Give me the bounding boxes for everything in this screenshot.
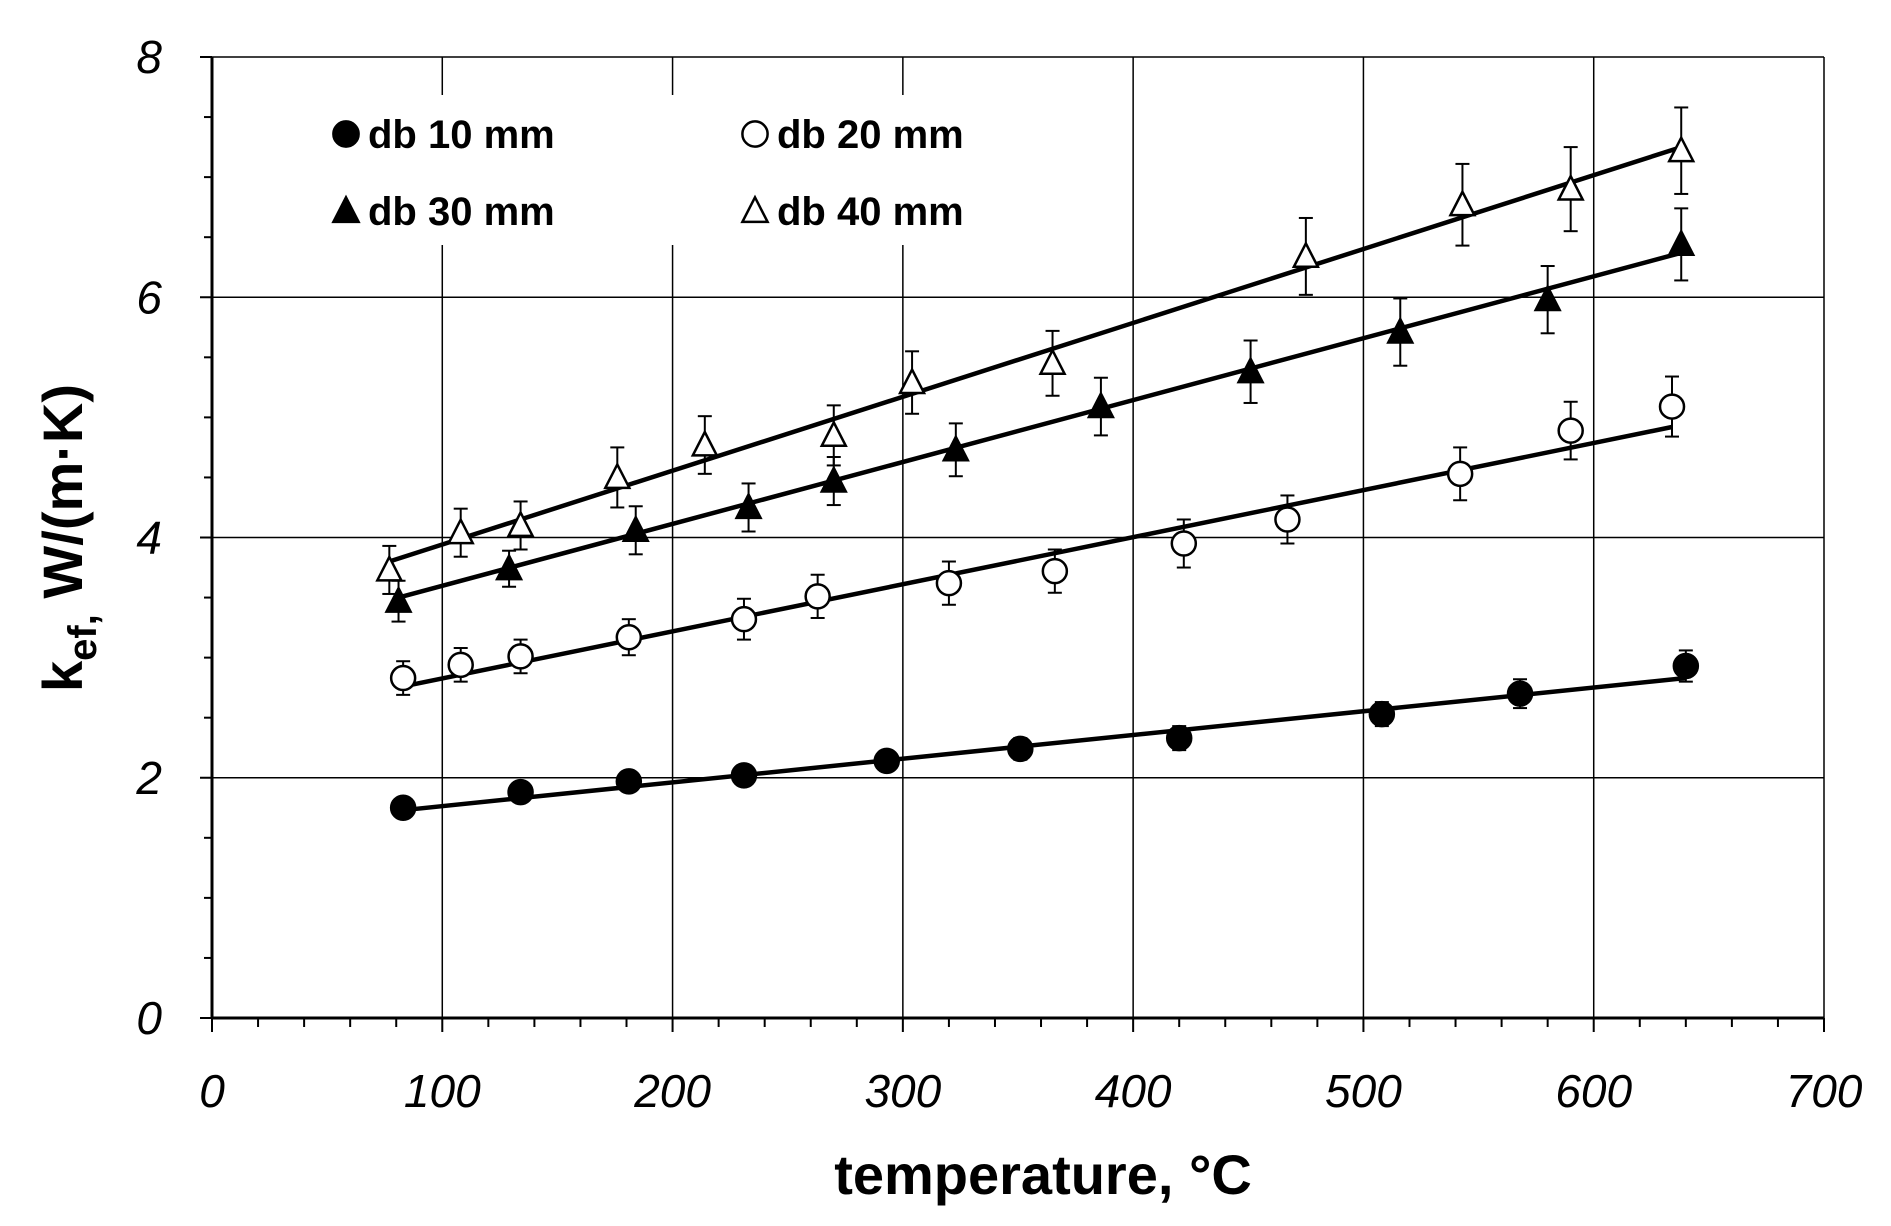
- point-db-40-mm: [690, 429, 719, 457]
- fit-line-db-20-mm: [402, 424, 1673, 689]
- point-db-10-mm: [1506, 680, 1534, 707]
- x-axis-title: temperature, °C: [834, 1143, 1252, 1206]
- point-db-40-mm: [1556, 173, 1585, 201]
- y-axis-title-main: k: [31, 660, 94, 692]
- point-db-20-mm: [730, 605, 758, 633]
- x-tick-labels: 0 100 200 300 400 500 600 700: [199, 1065, 1863, 1117]
- x-tick-label: 500: [1325, 1065, 1402, 1117]
- point-db-20-mm: [447, 651, 474, 679]
- y-tick-label: 8: [136, 31, 162, 83]
- x-tick-label: 300: [864, 1065, 941, 1117]
- fit-lines: [388, 144, 1687, 813]
- point-db-10-mm: [507, 778, 534, 806]
- point-db-10-mm: [615, 768, 643, 795]
- point-db-30-mm: [1386, 316, 1415, 344]
- x-tick-label: 400: [1095, 1065, 1172, 1117]
- point-db-30-mm: [1667, 228, 1696, 257]
- point-db-10-mm: [1368, 700, 1396, 728]
- point-db-30-mm: [1236, 355, 1265, 384]
- point-db-40-mm: [819, 419, 848, 448]
- point-db-30-mm: [621, 514, 650, 542]
- point-db-30-mm: [1086, 390, 1115, 419]
- axes: [200, 56, 1825, 1032]
- legend-label-db-30-mm: db 30 mm: [368, 190, 555, 234]
- y-axis-title-unit: W/(m·K): [31, 384, 94, 614]
- point-db-40-mm: [506, 509, 535, 538]
- point-db-40-mm: [1448, 189, 1477, 217]
- x-tick-label: 100: [404, 1065, 481, 1117]
- point-db-30-mm: [941, 434, 970, 462]
- point-db-10-mm: [1007, 735, 1034, 763]
- point-db-20-mm: [804, 583, 831, 610]
- legend-marker-db-40-mm: [740, 194, 770, 224]
- point-db-40-mm: [375, 554, 404, 582]
- x-tick-label: 700: [1786, 1065, 1863, 1117]
- legend: db 10 mm db 20 mm db 30 mm db 40 mm: [316, 95, 1044, 245]
- x-tick-label: 0: [199, 1065, 225, 1117]
- y-tick-label: 4: [136, 512, 162, 564]
- data-points: [375, 134, 1700, 822]
- legend-label-db-40-mm: db 40 mm: [777, 190, 964, 234]
- point-db-20-mm: [1658, 393, 1686, 420]
- x-tick-label: 600: [1555, 1065, 1632, 1117]
- legend-marker-db-30-mm: [331, 194, 361, 224]
- point-db-40-mm: [1291, 240, 1320, 269]
- x-tick-label: 200: [633, 1065, 711, 1117]
- point-db-20-mm: [1170, 530, 1198, 557]
- point-db-10-mm: [389, 794, 417, 822]
- point-db-30-mm: [819, 465, 848, 493]
- point-db-10-mm: [730, 762, 758, 789]
- point-db-40-mm: [1038, 347, 1067, 375]
- point-db-40-mm: [1667, 134, 1696, 163]
- y-axis-title: kef, W/(m·K): [31, 384, 105, 692]
- point-db-10-mm: [873, 747, 900, 775]
- legend-marker-db-10-mm: [332, 120, 360, 148]
- point-db-20-mm: [1557, 417, 1584, 444]
- legend-label-db-10-mm: db 10 mm: [368, 113, 555, 157]
- point-db-30-mm: [734, 491, 763, 520]
- point-db-10-mm: [1672, 652, 1700, 680]
- point-db-20-mm: [1041, 557, 1069, 585]
- point-db-20-mm: [507, 643, 534, 670]
- point-db-20-mm: [1446, 460, 1474, 488]
- legend-marker-db-20-mm: [741, 120, 769, 148]
- point-db-30-mm: [495, 552, 524, 581]
- y-tick-labels: 0 2 4 6 8: [135, 31, 162, 1044]
- point-db-30-mm: [384, 585, 413, 613]
- legend-label-db-20-mm: db 20 mm: [777, 113, 964, 157]
- point-db-40-mm: [898, 366, 927, 395]
- y-axis-title-sub: ef,: [61, 614, 105, 661]
- point-db-40-mm: [603, 461, 632, 490]
- point-db-20-mm: [1274, 506, 1301, 533]
- fit-line-db-30-mm: [397, 250, 1682, 600]
- point-db-20-mm: [615, 623, 643, 651]
- legend-box: [316, 95, 1044, 245]
- y-tick-label: 2: [135, 752, 162, 804]
- point-db-40-mm: [446, 516, 475, 545]
- fit-line-db-10-mm: [402, 675, 1687, 813]
- point-db-30-mm: [1533, 283, 1562, 312]
- point-db-20-mm: [935, 569, 963, 597]
- point-db-20-mm: [389, 664, 417, 692]
- y-tick-label: 6: [136, 271, 162, 323]
- y-tick-label: 0: [136, 992, 162, 1044]
- point-db-10-mm: [1165, 724, 1193, 752]
